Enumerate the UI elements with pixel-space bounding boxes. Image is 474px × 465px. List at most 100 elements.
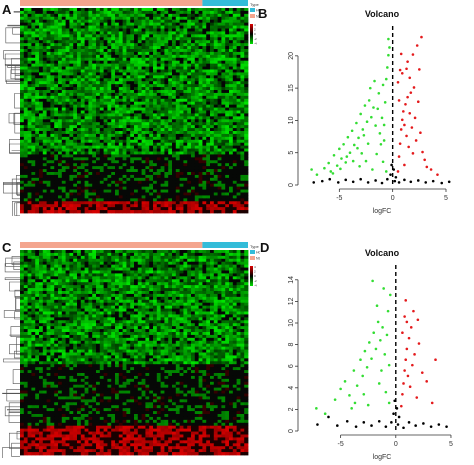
up-regulated-point [398,142,402,145]
up-regulated-point [423,158,426,162]
legend-title: Type [250,2,259,7]
up-regulated-point [417,342,421,345]
up-regulated-point [403,315,406,318]
down-regulated-point [375,304,379,308]
down-regulated-point [343,380,347,383]
down-regulated-point [346,135,350,139]
not-significant-point [392,412,395,416]
down-regulated-point [382,287,385,290]
down-regulated-point [373,79,376,83]
up-regulated-point [413,116,417,120]
legend-swatch [250,8,255,12]
down-regulated-point [379,338,382,342]
heatmap-cells [20,8,249,214]
down-regulated-point [339,167,342,171]
not-significant-point [440,181,444,185]
down-regulated-point [366,403,370,407]
down-regulated-point [315,173,319,176]
down-regulated-point [383,353,387,356]
up-regulated-point [408,112,412,115]
color-scale-tick: -4 [254,41,257,45]
up-regulated-point [421,150,424,154]
not-significant-point [396,423,400,426]
down-regulated-point [388,293,392,297]
not-significant-series [316,399,448,430]
not-significant-point [409,180,413,184]
not-significant-point [336,181,340,184]
legend-swatch [250,14,255,18]
up-regulated-point [436,173,439,176]
y-tick-label: 12 [288,297,295,305]
x-tick-label: 0 [391,195,395,202]
up-regulated-point [406,374,410,378]
not-significant-point [336,424,339,427]
up-regulated-point [412,86,416,89]
chart-title: Volcano [365,9,400,19]
down-regulated-point [331,172,335,175]
not-significant-point [402,426,405,430]
up-regulated-point [410,126,414,129]
not-significant-point [390,163,393,167]
up-regulated-point [399,128,403,131]
not-significant-point [320,179,324,183]
up-regulated-series [400,299,437,408]
down-regulated-point [377,382,381,385]
not-significant-point [390,421,393,424]
x-tick-label: 5 [449,441,453,448]
not-significant-point [393,179,397,183]
down-regulated-point [353,401,357,405]
y-tick-label: 6 [288,364,295,368]
down-regulated-point [365,365,369,369]
down-regulated-point [378,132,382,135]
down-regulated-point [359,112,362,116]
down-regulated-point [375,152,378,156]
down-regulated-point [329,170,333,173]
not-significant-point [366,181,370,184]
down-regulated-point [327,161,330,165]
up-regulated-point [408,385,412,389]
down-regulated-point [376,320,380,324]
legend-label: HCC-V [256,251,260,255]
down-regulated-point [361,128,365,131]
down-regulated-point [371,279,374,283]
panel-letter-a: A [2,2,12,17]
down-regulated-point [371,168,374,171]
down-regulated-point [384,77,388,81]
color-scale-tick: 0 [254,32,256,36]
up-regulated-point [409,91,413,94]
down-regulated-point [388,46,391,49]
up-regulated-point [406,95,409,99]
down-regulated-point [387,37,390,41]
up-regulated-point [401,331,404,335]
y-tick-label: 20 [288,52,295,60]
down-regulated-point [362,133,366,137]
up-regulated-point [399,52,403,56]
down-regulated-point [333,398,337,401]
not-significant-point [437,423,441,426]
up-regulated-point [409,326,413,329]
down-regulated-point [370,115,373,119]
down-regulated-point [381,83,385,87]
up-regulated-point [415,396,419,399]
down-regulated-point [372,106,375,109]
up-regulated-point [404,358,408,362]
down-regulated-point [368,86,372,90]
up-regulated-point [404,299,408,302]
up-regulated-point [418,68,421,71]
up-regulated-point [414,139,418,142]
y-tick-label: 0 [288,429,295,433]
down-regulated-point [340,157,343,160]
annotation-bar-nsh-liver [20,242,203,248]
up-regulated-point [401,392,404,396]
up-regulated-point [420,35,423,39]
color-scale-tick: 4 [254,23,256,27]
down-regulated-point [358,164,361,168]
down-regulated-point [387,363,391,367]
not-significant-point [316,423,319,426]
color-scale-tick: 0 [254,274,256,278]
heatmap-cells [20,250,249,456]
down-regulated-point [381,326,384,329]
down-regulated-point [370,357,373,360]
down-regulated-point [362,392,366,396]
x-tick-label: 0 [394,441,398,448]
